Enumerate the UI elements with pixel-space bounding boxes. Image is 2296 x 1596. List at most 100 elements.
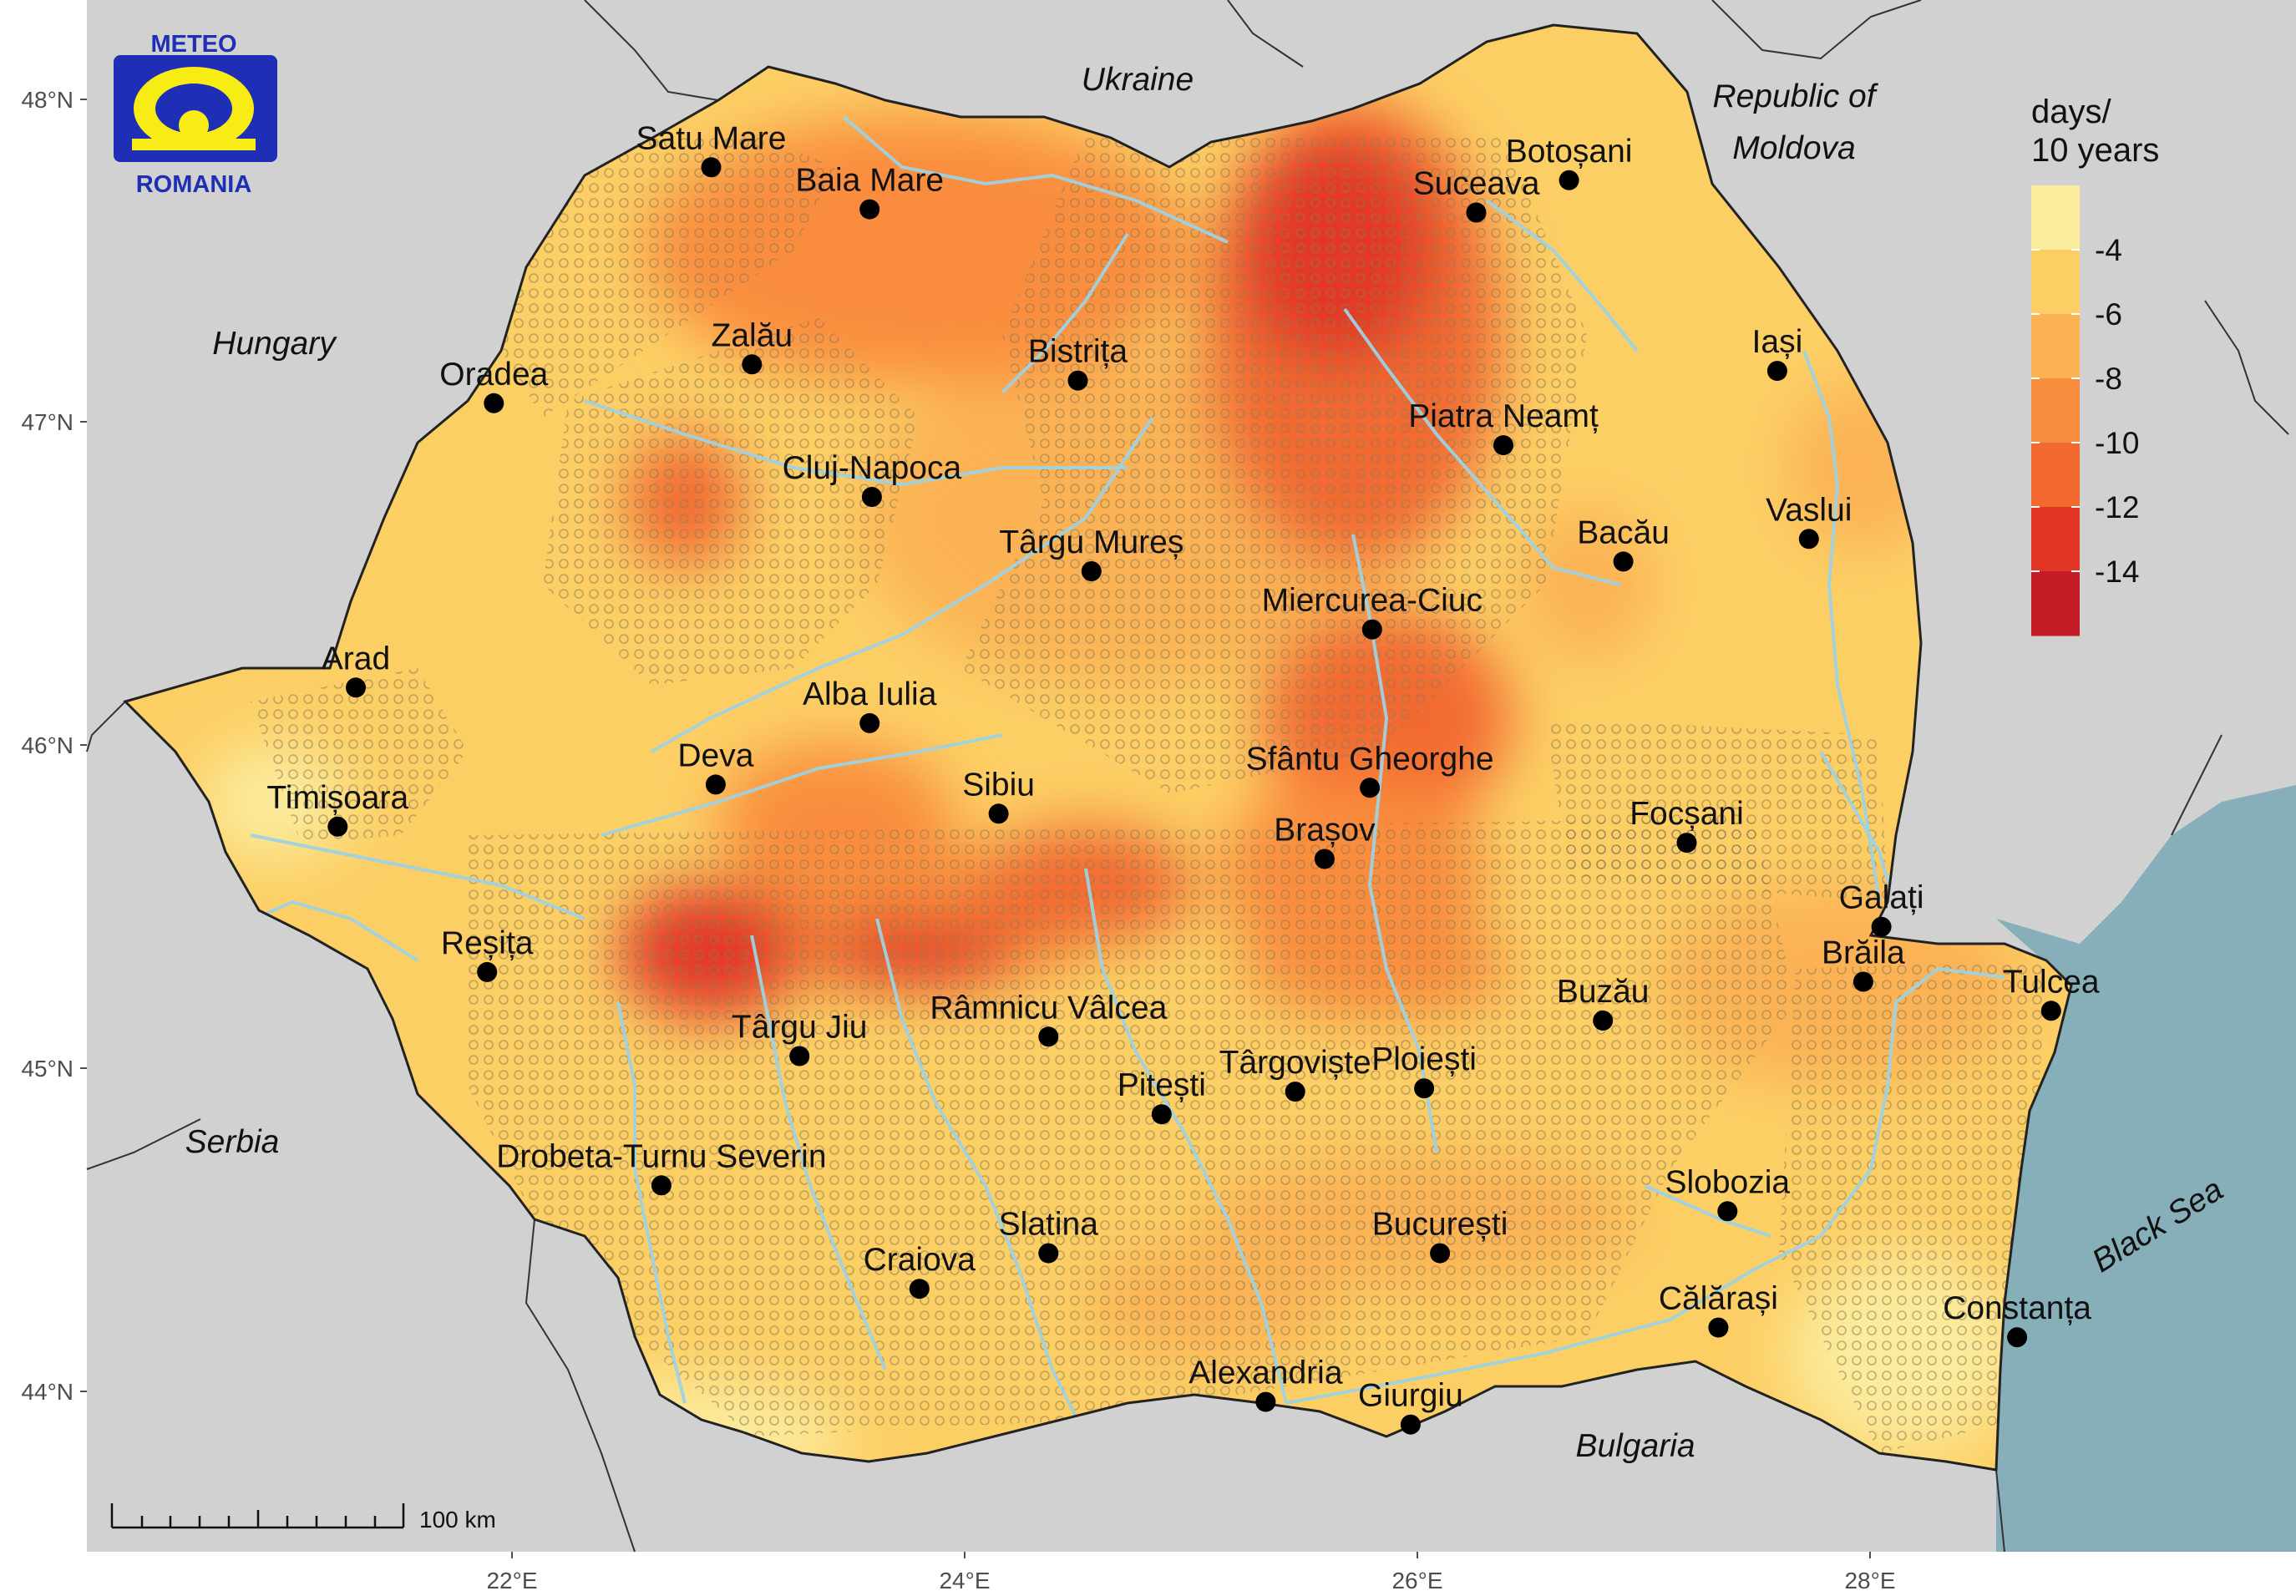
city-label-20: Focșani bbox=[1630, 796, 1744, 832]
longitude-labels: 22°E 24°E 26°E 28°E bbox=[486, 1568, 1895, 1593]
city-label-40: Giurgiu bbox=[1358, 1378, 1463, 1414]
city-marker-2 bbox=[1559, 170, 1579, 190]
city-marker-24 bbox=[1853, 971, 1873, 992]
city-marker-11 bbox=[1081, 561, 1102, 581]
legend-tick-label-0: -4 bbox=[2095, 233, 2122, 267]
legend-tick-label-3: -10 bbox=[2095, 426, 2139, 460]
city-label-28: Târgu Jiu bbox=[732, 1010, 868, 1046]
lat-label-47: 47°N bbox=[21, 409, 73, 435]
city-marker-20 bbox=[1676, 833, 1697, 854]
city-marker-37 bbox=[1708, 1317, 1729, 1338]
country-label-moldova-line2: Moldova bbox=[1732, 130, 1855, 166]
city-marker-23 bbox=[477, 961, 498, 982]
logo-top-text: METEO bbox=[150, 31, 236, 58]
country-label-bulgaria: Bulgaria bbox=[1575, 1428, 1695, 1464]
city-label-5: Oradea bbox=[439, 357, 548, 393]
city-marker-13 bbox=[1361, 619, 1382, 640]
legend-swatch-5 bbox=[2031, 507, 2080, 572]
scale-bar: 100 km bbox=[110, 1503, 496, 1533]
city-label-0: Satu Mare bbox=[636, 120, 787, 156]
logo-sun-icon bbox=[179, 110, 209, 140]
city-marker-28 bbox=[789, 1046, 810, 1067]
city-label-14: Arad bbox=[322, 641, 390, 676]
country-label-moldova-line1: Republic of bbox=[1712, 79, 1878, 114]
lon-label-28: 28°E bbox=[1844, 1568, 1895, 1593]
city-label-35: București bbox=[1372, 1207, 1508, 1243]
city-marker-18 bbox=[327, 816, 348, 837]
city-marker-33 bbox=[1717, 1201, 1738, 1222]
city-marker-1 bbox=[859, 199, 880, 220]
lat-label-45: 45°N bbox=[21, 1056, 73, 1082]
city-marker-17 bbox=[1360, 778, 1381, 798]
city-marker-5 bbox=[484, 393, 504, 413]
city-marker-22 bbox=[1871, 916, 1892, 937]
city-label-8: Piatra Neamț bbox=[1408, 398, 1599, 434]
city-marker-3 bbox=[1466, 202, 1487, 223]
city-marker-35 bbox=[1430, 1243, 1451, 1264]
city-marker-27 bbox=[1038, 1026, 1059, 1047]
city-marker-32 bbox=[651, 1175, 672, 1196]
city-marker-39 bbox=[1255, 1391, 1276, 1412]
city-label-2: Botoșani bbox=[1506, 134, 1633, 170]
city-label-7: Iași bbox=[1752, 324, 1803, 360]
legend-swatch-1 bbox=[2031, 250, 2080, 315]
city-marker-26 bbox=[2040, 1001, 2061, 1021]
city-label-25: Buzău bbox=[1557, 974, 1650, 1010]
city-marker-30 bbox=[1414, 1078, 1435, 1099]
city-marker-21 bbox=[1314, 849, 1335, 869]
city-marker-14 bbox=[346, 677, 366, 698]
lon-label-26: 26°E bbox=[1391, 1568, 1442, 1593]
legend-color-bar bbox=[2031, 185, 2080, 636]
legend: days/ 10 years -4 -6 -8 -10 -12 -14 bbox=[2031, 94, 2159, 636]
lat-label-44: 44°N bbox=[21, 1379, 73, 1405]
city-label-29: Târgoviște bbox=[1219, 1045, 1371, 1081]
city-label-26: Tulcea bbox=[2003, 964, 2100, 1000]
city-label-36: Craiova bbox=[864, 1242, 976, 1278]
city-marker-0 bbox=[701, 157, 722, 178]
logo-bottom-text: ROMANIA bbox=[136, 171, 252, 198]
romania-border bbox=[123, 23, 2073, 1472]
city-marker-38 bbox=[2007, 1327, 2028, 1348]
axis-ticks bbox=[80, 99, 1871, 1558]
city-label-24: Brăila bbox=[1822, 935, 1905, 971]
city-marker-19 bbox=[988, 803, 1009, 824]
city-marker-7 bbox=[1766, 361, 1787, 382]
logo-omega-base bbox=[132, 139, 256, 150]
legend-tick-label-4: -12 bbox=[2095, 490, 2139, 524]
latitude-labels: 48°N 47°N 46°N 45°N 44°N bbox=[21, 87, 73, 1405]
city-marker-8 bbox=[1493, 435, 1513, 456]
city-label-30: Ploiești bbox=[1371, 1041, 1477, 1077]
logo-omega-inner bbox=[155, 84, 232, 134]
city-label-22: Galați bbox=[1839, 880, 1924, 916]
city-marker-10 bbox=[1798, 529, 1819, 550]
city-label-12: Bacău bbox=[1577, 514, 1670, 550]
city-marker-4 bbox=[742, 354, 763, 375]
legend-tick-label-2: -8 bbox=[2095, 362, 2122, 396]
city-label-38: Constanța bbox=[1943, 1290, 2091, 1326]
city-label-4: Zalău bbox=[712, 317, 793, 353]
country-label-ukraine: Ukraine bbox=[1082, 62, 1194, 98]
city-marker-16 bbox=[705, 774, 726, 795]
neighbour-borders bbox=[86, 0, 2289, 1553]
city-label-6: Bistrița bbox=[1028, 334, 1128, 370]
black-sea-water bbox=[1996, 785, 2296, 1552]
scale-bar-label: 100 km bbox=[419, 1507, 496, 1533]
legend-title-line1: days/ bbox=[2031, 94, 2111, 130]
city-marker-9 bbox=[861, 487, 882, 507]
city-label-11: Târgu Mureș bbox=[999, 524, 1183, 560]
city-marker-36 bbox=[909, 1279, 930, 1300]
city-marker-29 bbox=[1285, 1082, 1305, 1102]
legend-title-line2: 10 years bbox=[2031, 132, 2159, 169]
legend-tick-label-1: -6 bbox=[2095, 297, 2122, 332]
city-label-33: Slobozia bbox=[1665, 1164, 1790, 1200]
city-label-18: Timișoara bbox=[266, 780, 408, 816]
legend-swatch-2 bbox=[2031, 314, 2080, 379]
country-label-serbia: Serbia bbox=[185, 1124, 280, 1160]
country-label-hungary: Hungary bbox=[212, 326, 337, 362]
city-label-16: Deva bbox=[677, 737, 753, 773]
legend-swatch-0 bbox=[2031, 185, 2080, 251]
city-label-37: Călărași bbox=[1659, 1281, 1778, 1317]
city-label-3: Suceava bbox=[1413, 166, 1540, 202]
city-label-39: Alexandria bbox=[1189, 1355, 1343, 1391]
